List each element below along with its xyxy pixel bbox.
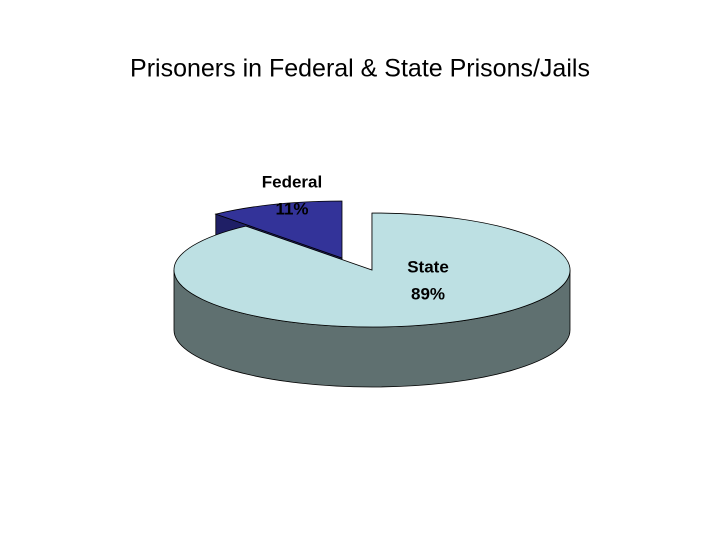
slice [214,200,343,259]
value-label: 11% [275,199,308,218]
value-label: 89% [411,284,445,303]
slice-label: State [407,257,449,276]
slice [173,212,571,328]
chart-title: Prisoners in Federal & State Prisons/Jai… [130,55,590,83]
slice-label: Federal [262,172,322,191]
